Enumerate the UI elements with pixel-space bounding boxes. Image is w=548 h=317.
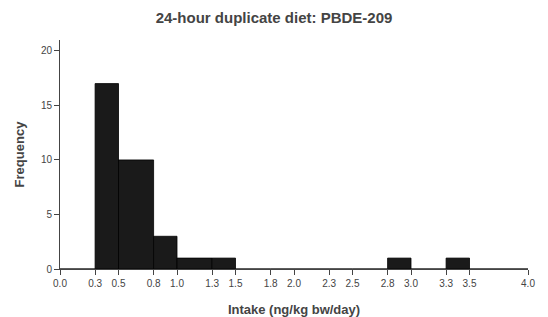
- svg-text:5: 5: [46, 209, 52, 220]
- svg-text:1.3: 1.3: [205, 278, 219, 289]
- svg-text:Frequency: Frequency: [12, 121, 27, 188]
- svg-text:3.5: 3.5: [463, 278, 477, 289]
- svg-text:2.5: 2.5: [346, 278, 360, 289]
- svg-text:24-hour duplicate diet: PBDE-2: 24-hour duplicate diet: PBDE-209: [156, 9, 393, 26]
- svg-text:0.8: 0.8: [147, 278, 161, 289]
- svg-text:2.3: 2.3: [322, 278, 336, 289]
- svg-text:0.3: 0.3: [88, 278, 102, 289]
- svg-text:20: 20: [41, 45, 53, 56]
- svg-text:2.0: 2.0: [287, 278, 301, 289]
- svg-text:0.5: 0.5: [112, 278, 126, 289]
- svg-text:0: 0: [46, 264, 52, 275]
- svg-text:2.8: 2.8: [381, 278, 395, 289]
- svg-text:3.3: 3.3: [439, 278, 453, 289]
- svg-text:Intake (ng/kg bw/day): Intake (ng/kg bw/day): [228, 302, 360, 317]
- svg-text:1.5: 1.5: [229, 278, 243, 289]
- svg-text:1.8: 1.8: [264, 278, 278, 289]
- svg-text:0.0: 0.0: [53, 278, 67, 289]
- svg-text:3.0: 3.0: [404, 278, 418, 289]
- svg-text:10: 10: [41, 154, 53, 165]
- svg-text:15: 15: [41, 100, 53, 111]
- svg-text:1.0: 1.0: [170, 278, 184, 289]
- svg-text:4.0: 4.0: [521, 278, 535, 289]
